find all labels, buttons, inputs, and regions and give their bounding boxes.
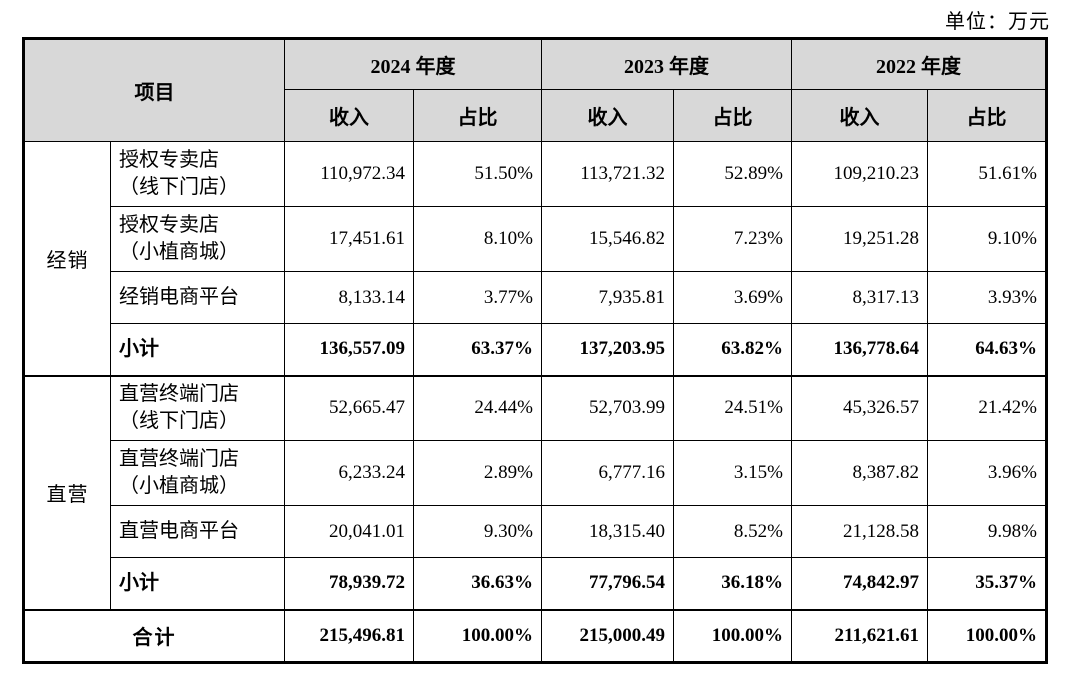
header-income-2024: 收入 xyxy=(284,89,414,142)
income-2023-cell: 18,315.40 xyxy=(541,505,674,558)
ratio-2023-cell: 52.89% xyxy=(673,141,792,207)
ratio-2022-cell: 51.61% xyxy=(927,141,1047,207)
income-2023-cell: 137,203.95 xyxy=(541,323,674,376)
income-2024-cell: 78,939.72 xyxy=(284,557,414,610)
table-row-direct-offline-store: 直营 直营终端门店 （线下门店） 52,665.47 24.44% 52,703… xyxy=(23,374,1047,610)
income-2024-cell: 110,972.34 xyxy=(284,141,414,207)
ratio-2022-cell: 9.98% xyxy=(927,505,1047,558)
ratio-2024-cell: 100.00% xyxy=(413,608,542,663)
header-year-2023: 2023 年度 xyxy=(541,38,792,90)
header-row-subcolumns: 收入 占比 收入 占比 收入 占比 xyxy=(24,89,1047,142)
ratio-2023-cell: 3.69% xyxy=(673,271,792,324)
income-2023-cell: 77,796.54 xyxy=(541,557,674,610)
ratio-2024-cell: 36.63% xyxy=(413,557,542,610)
row-label: 直营终端门店 （小植商城） xyxy=(110,440,285,506)
ratio-2022-cell: 21.42% xyxy=(927,374,1047,441)
header-ratio-2023: 占比 xyxy=(673,89,792,142)
income-2022-cell: 211,621.61 xyxy=(791,608,928,663)
table-row-distribution-ecommerce: 经销电商平台 8,133.14 3.77% 7,935.81 3.69% 8,3… xyxy=(24,271,1047,324)
ratio-2023-cell: 3.15% xyxy=(673,440,792,506)
ratio-2024-cell: 51.50% xyxy=(413,141,542,207)
subtotal-label: 小计 xyxy=(110,557,285,610)
income-2022-cell: 74,842.97 xyxy=(791,557,928,610)
group-label-direct: 直营 xyxy=(23,374,111,610)
income-2024-cell: 8,133.14 xyxy=(284,271,414,324)
income-2023-cell: 113,721.32 xyxy=(541,141,674,207)
subtotal-label: 小计 xyxy=(110,323,285,376)
income-2022-cell: 19,251.28 xyxy=(791,206,928,272)
income-2023-cell: 6,777.16 xyxy=(541,440,674,506)
header-item: 项目 xyxy=(23,38,285,142)
income-2022-cell: 21,128.58 xyxy=(791,505,928,558)
income-2024-cell: 17,451.61 xyxy=(284,206,414,272)
header-row-years: 项目 2024 年度 2023 年度 2022 年度 xyxy=(23,38,1047,142)
group-label-distribution: 经销 xyxy=(23,141,111,376)
row-label: 直营电商平台 xyxy=(110,505,285,558)
unit-label: 单位：万元 xyxy=(945,11,1050,33)
revenue-by-channel-table: 项目 2024 年度 2023 年度 2022 年度 收入 占比 收入 占比 收… xyxy=(22,37,1048,664)
ratio-2023-cell: 24.51% xyxy=(673,374,792,441)
income-2022-cell: 109,210.23 xyxy=(791,141,928,207)
income-2023-cell: 7,935.81 xyxy=(541,271,674,324)
ratio-2023-cell: 63.82% xyxy=(673,323,792,376)
ratio-2022-cell: 64.63% xyxy=(927,323,1047,376)
header-ratio-2022: 占比 xyxy=(927,89,1047,142)
ratio-2023-cell: 100.00% xyxy=(673,608,792,663)
income-2024-cell: 215,496.81 xyxy=(284,608,414,663)
income-2024-cell: 52,665.47 xyxy=(284,374,414,441)
total-label: 合计 xyxy=(23,608,285,663)
ratio-2024-cell: 8.10% xyxy=(413,206,542,272)
income-2022-cell: 45,326.57 xyxy=(791,374,928,441)
table-row-grand-total: 合计 215,496.81 100.00% 215,000.49 100.00%… xyxy=(23,608,1047,663)
table-row-distribution-offline-store: 经销 授权专卖店 （线下门店） 110,972.34 51.50% 113,72… xyxy=(23,141,1047,376)
table-header: 项目 2024 年度 2023 年度 2022 年度 收入 占比 收入 占比 收… xyxy=(23,38,1047,142)
row-label: 授权专卖店 （线下门店） xyxy=(110,141,285,207)
table-row-distribution-mall: 授权专卖店 （小植商城） 17,451.61 8.10% 15,546.82 7… xyxy=(24,206,1047,272)
income-2024-cell: 6,233.24 xyxy=(284,440,414,506)
income-2024-cell: 20,041.01 xyxy=(284,505,414,558)
ratio-2023-cell: 8.52% xyxy=(673,505,792,558)
table-row-direct-ecommerce: 直营电商平台 20,041.01 9.30% 18,315.40 8.52% 2… xyxy=(24,505,1047,558)
ratio-2022-cell: 3.96% xyxy=(927,440,1047,506)
header-ratio-2024: 占比 xyxy=(413,89,542,142)
ratio-2023-cell: 7.23% xyxy=(673,206,792,272)
row-label: 直营终端门店 （线下门店） xyxy=(110,374,285,441)
ratio-2024-cell: 3.77% xyxy=(413,271,542,324)
income-2024-cell: 136,557.09 xyxy=(284,323,414,376)
header-year-2024: 2024 年度 xyxy=(284,38,542,90)
table-row-direct-mall: 直营终端门店 （小植商城） 6,233.24 2.89% 6,777.16 3.… xyxy=(24,440,1047,506)
income-2023-cell: 52,703.99 xyxy=(541,374,674,441)
table-row-direct-subtotal: 小计 78,939.72 36.63% 77,796.54 36.18% 74,… xyxy=(24,557,1047,610)
ratio-2024-cell: 2.89% xyxy=(413,440,542,506)
ratio-2024-cell: 24.44% xyxy=(413,374,542,441)
income-2022-cell: 8,387.82 xyxy=(791,440,928,506)
header-year-2022: 2022 年度 xyxy=(791,38,1047,90)
income-2023-cell: 15,546.82 xyxy=(541,206,674,272)
income-2023-cell: 215,000.49 xyxy=(541,608,674,663)
income-2022-cell: 136,778.64 xyxy=(791,323,928,376)
ratio-2022-cell: 3.93% xyxy=(927,271,1047,324)
row-label: 经销电商平台 xyxy=(110,271,285,324)
header-income-2022: 收入 xyxy=(791,89,928,142)
ratio-2024-cell: 63.37% xyxy=(413,323,542,376)
income-2022-cell: 8,317.13 xyxy=(791,271,928,324)
ratio-2022-cell: 9.10% xyxy=(927,206,1047,272)
table-row-distribution-subtotal: 小计 136,557.09 63.37% 137,203.95 63.82% 1… xyxy=(24,323,1047,376)
ratio-2023-cell: 36.18% xyxy=(673,557,792,610)
ratio-2022-cell: 100.00% xyxy=(927,608,1047,663)
row-label: 授权专卖店 （小植商城） xyxy=(110,206,285,272)
ratio-2022-cell: 35.37% xyxy=(927,557,1047,610)
header-income-2023: 收入 xyxy=(541,89,674,142)
ratio-2024-cell: 9.30% xyxy=(413,505,542,558)
